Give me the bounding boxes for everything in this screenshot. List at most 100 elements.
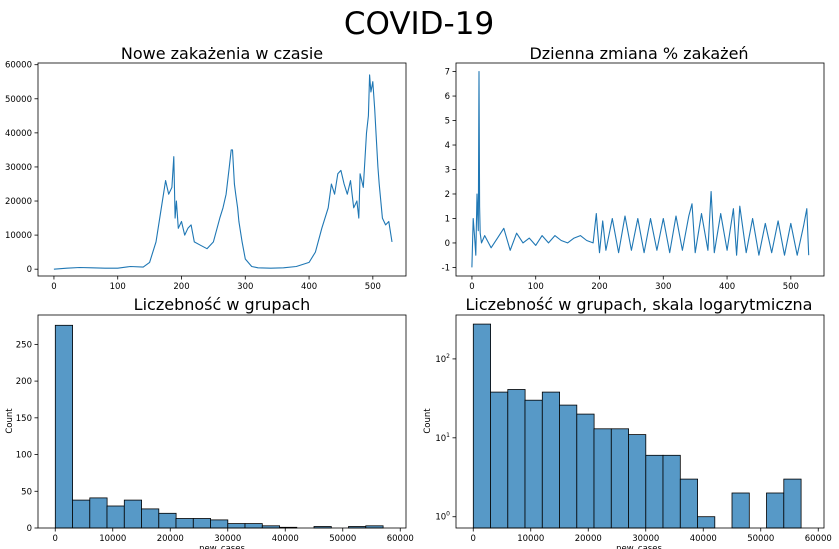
- histogram-bar: [490, 391, 509, 529]
- histogram-bar: [244, 523, 263, 529]
- y-tick-label: 0: [27, 524, 32, 534]
- y-tick-label: 100: [435, 511, 450, 523]
- histogram-bar: [192, 518, 212, 529]
- histogram-bar: [158, 512, 177, 529]
- histogram-bar: [731, 492, 750, 529]
- x-tick-label: 60000: [387, 534, 414, 544]
- y-tick-label: 0: [445, 239, 450, 249]
- x-tick-label: 0: [471, 534, 476, 544]
- series-line: [471, 71, 810, 268]
- histogram-bar: [645, 454, 664, 529]
- panel-title: Liczebność w grupach: [134, 295, 311, 314]
- x-tick-label: 40000: [272, 534, 299, 544]
- x-tick-label: 300: [237, 282, 253, 292]
- plot-area: 0 10000 20000 30000 40000 50000 60000 0 50 100 150…: [16, 314, 414, 544]
- x-axis-label: new_cases: [199, 544, 245, 549]
- x-tick-label: 10000: [99, 534, 126, 544]
- x-tick-label: 500: [783, 282, 799, 292]
- plot-area: 0 100 200 300 400 500 0 10000 20000 30000 40000 500…: [5, 61, 407, 292]
- histogram-bar: [210, 519, 229, 529]
- histogram-bar: [766, 492, 785, 529]
- histogram-bar: [628, 434, 647, 529]
- x-tick-label: 0: [469, 282, 474, 292]
- y-tick-label: 1: [445, 214, 450, 224]
- panel-title: Liczebność w grupach, skala logarytmiczn…: [466, 295, 813, 314]
- y-tick-label: 250: [16, 340, 32, 350]
- y-tick-label: 102: [435, 353, 450, 365]
- x-tick-label: 200: [591, 282, 607, 292]
- axes-frame: [37, 62, 407, 277]
- axes-frame: [455, 314, 825, 529]
- histogram-bar: [106, 505, 125, 529]
- y-tick-label: 2: [445, 190, 450, 200]
- x-tick-label: 100: [528, 282, 544, 292]
- y-tick-label: 150: [16, 414, 32, 424]
- panel-daily-change-line: Dzienna zmiana % zakażeń 0 100 200 300 400 50…: [442, 44, 825, 292]
- histogram-bar: [783, 478, 802, 529]
- histogram-bar: [507, 389, 526, 529]
- x-tick-label: 0: [53, 534, 58, 544]
- y-tick-label: 7: [445, 68, 450, 78]
- y-tick-label: 200: [16, 377, 32, 387]
- x-tick-label: 400: [301, 282, 317, 292]
- x-tick-label: 500: [365, 282, 381, 292]
- series-line: [53, 74, 393, 270]
- plot-area: 0 100 200 300 400 500 -1 0 1 2 3 4 5 6 7: [442, 62, 825, 292]
- x-tick-label: 300: [655, 282, 671, 292]
- x-tick-label: 20000: [575, 534, 602, 544]
- x-axis-label: new_cases: [616, 544, 662, 549]
- histogram-bar: [541, 391, 560, 529]
- histogram-bar: [227, 523, 246, 529]
- y-tick-label: 3: [445, 166, 450, 176]
- histogram-bar: [610, 428, 629, 529]
- histogram-bar: [72, 499, 91, 529]
- x-tick-label: 10000: [517, 534, 544, 544]
- x-tick-label: 50000: [329, 534, 356, 544]
- x-tick-label: 0: [51, 282, 56, 292]
- y-tick-label: 101: [435, 432, 450, 444]
- panel-histogram-linear: Liczebność w grupach 0 10000 20000 30000 400…: [5, 295, 414, 549]
- panel-histogram-log: Liczebność w grupach, skala logarytmiczn…: [423, 295, 832, 549]
- y-tick-label: 60000: [5, 61, 32, 71]
- histogram-bar: [524, 399, 543, 529]
- x-tick-label: 100: [110, 282, 126, 292]
- histogram-bar: [662, 454, 681, 529]
- figure-suptitle: COVID-19: [344, 6, 494, 42]
- x-tick-label: 20000: [157, 534, 184, 544]
- y-tick-label: 0: [27, 265, 32, 275]
- histogram-bar: [472, 323, 491, 529]
- y-tick-label: -1: [442, 263, 450, 273]
- y-tick-label: 50000: [5, 95, 32, 105]
- y-tick-label: 100: [16, 451, 32, 461]
- y-axis-label: Count: [423, 408, 433, 434]
- plot-area: 0 10000 20000 30000 40000 50000 60000 100 101 102: [435, 314, 832, 544]
- x-tick-label: 200: [173, 282, 189, 292]
- x-tick-label: 400: [719, 282, 735, 292]
- panel-title: Dzienna zmiana % zakażeń: [529, 44, 748, 63]
- y-tick-label: 50: [21, 487, 32, 497]
- x-tick-label: 60000: [805, 534, 832, 544]
- histogram-bar: [697, 516, 716, 529]
- y-axis-label: Count: [5, 408, 15, 434]
- y-tick-label: 30000: [5, 163, 32, 173]
- histogram-bar: [679, 478, 698, 529]
- panel-new-cases-line: Nowe zakażenia w czasie 0 100 200 300 400 500…: [5, 44, 407, 292]
- histogram-bar: [54, 324, 73, 529]
- y-tick-label: 4: [445, 141, 450, 151]
- axes-frame: [37, 314, 407, 529]
- histogram-bar: [593, 428, 612, 529]
- histogram-bar: [559, 404, 578, 529]
- y-tick-label: 5: [445, 117, 450, 127]
- histogram-bar: [141, 508, 160, 529]
- y-tick-label: 40000: [5, 129, 32, 139]
- histogram-bar: [175, 518, 194, 529]
- y-tick-label: 20000: [5, 197, 32, 207]
- x-tick-label: 30000: [214, 534, 241, 544]
- x-tick-label: 50000: [747, 534, 774, 544]
- histogram-bar: [123, 499, 143, 529]
- histogram-bar: [89, 497, 108, 529]
- x-tick-label: 30000: [632, 534, 659, 544]
- panel-title: Nowe zakażenia w czasie: [121, 44, 323, 63]
